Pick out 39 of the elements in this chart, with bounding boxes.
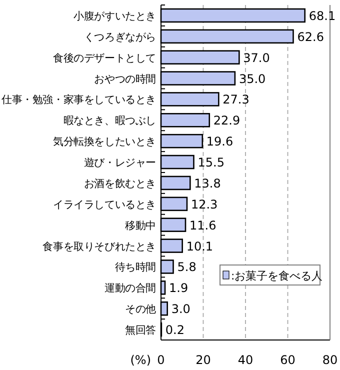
data-label: 35.0	[238, 72, 266, 86]
y-tick-label: イライラしているとき	[52, 198, 156, 211]
x-tick-label: 80	[322, 353, 338, 367]
data-label: 5.8	[177, 260, 196, 274]
y-tick-label: 食後のデザートとして	[52, 52, 156, 64]
x-tick-label: 20	[196, 353, 211, 367]
y-tick-label: 移動中	[125, 218, 156, 232]
data-label: 19.6	[206, 134, 234, 149]
y-tick-label: 暇なとき、暇つぶし	[63, 115, 156, 128]
y-tick-label: お酒を飲むとき	[84, 176, 156, 190]
legend-label: :お菓子を食べる人	[231, 270, 323, 282]
x-tick-label: 0	[157, 353, 165, 367]
y-tick-label: 気分転換をしたいとき	[52, 136, 156, 148]
data-label: 37.0	[243, 50, 270, 65]
data-label: 22.9	[213, 114, 240, 128]
data-label: 10.1	[186, 239, 214, 254]
y-tick-label: 無回答	[125, 324, 157, 337]
y-tick-label: 仕事・勉強・家事をしているとき	[1, 93, 156, 106]
data-label: 27.3	[222, 92, 250, 107]
y-tick-label: くつろぎながら	[84, 31, 156, 44]
y-tick-label: その他	[125, 304, 157, 316]
x-tick-label: 40	[238, 353, 254, 367]
data-label: 62.6	[297, 30, 324, 44]
y-tick-label: 待ち時間	[114, 260, 157, 274]
data-label: 1.9	[169, 281, 188, 296]
data-label: 13.8	[194, 176, 221, 190]
data-label: 15.5	[198, 156, 224, 170]
x-axis-title: (%)	[130, 353, 151, 367]
y-tick-label: おやつの時間	[94, 72, 157, 86]
data-label: 3.0	[171, 302, 190, 316]
y-tick-label: 食事を取りそびれたとき	[42, 240, 156, 253]
data-label: 12.3	[190, 197, 218, 212]
data-label: 0.2	[165, 323, 185, 338]
y-tick-label: 運動の合間	[104, 282, 157, 295]
y-tick-label: 小腹がすいたとき	[74, 9, 156, 22]
data-label: 11.6	[190, 218, 216, 232]
data-label: 68.1	[308, 8, 336, 23]
y-tick-label: 遊び・レジャー	[84, 157, 157, 170]
x-tick-label: 60	[280, 353, 296, 367]
